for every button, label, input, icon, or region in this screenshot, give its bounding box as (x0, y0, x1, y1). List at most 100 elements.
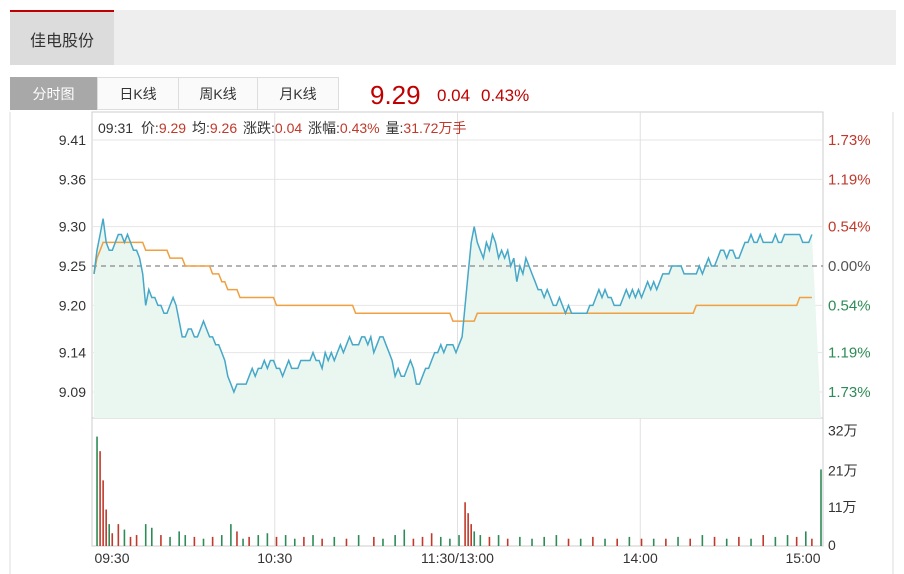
volume-bar (738, 536, 740, 546)
volume-bar (604, 538, 606, 546)
y-tick-label: 9.09 (59, 384, 86, 400)
volume-bar (652, 538, 655, 546)
volume-axis-ticks: 32万 21万 11万 0 (828, 422, 858, 553)
y-tick-label: 9.41 (59, 132, 86, 148)
y-axis-right-ticks: 1.73% 1.19% 0.54% 0.00% 0.54% 1.19% 1.73% (828, 132, 871, 401)
x-axis-ticks: 09:30 10:30 11:30/13:00 14:00 15:00 (94, 550, 820, 566)
volume-bar (677, 536, 679, 546)
volume-bar (117, 524, 120, 546)
volume-bar (266, 533, 269, 546)
x-tick-label: 15:00 (785, 550, 820, 566)
volume-bar (473, 531, 476, 546)
volume-bar (804, 531, 807, 546)
volume-bar (470, 524, 472, 546)
y-tick-label: 9.20 (59, 297, 86, 313)
info-vol-label: 量: (386, 120, 404, 136)
y-tick-label: 9.36 (59, 171, 86, 187)
volume-bar (689, 538, 692, 546)
tab-weekly-k-label: 周K线 (199, 85, 237, 102)
volume-bar (321, 538, 323, 546)
y-right-tick-label: 0.54% (828, 297, 871, 314)
y-right-tick-label: 1.73% (828, 384, 871, 401)
info-avg-label: 均: (192, 120, 210, 136)
volume-tick-label: 11万 (828, 499, 857, 515)
tab-intraday-label: 分时图 (32, 85, 75, 102)
volume-bar (284, 535, 287, 546)
volume-bar (202, 538, 205, 546)
volume-bar (193, 536, 196, 546)
info-pct: 0.43% (340, 120, 380, 136)
volume-bar (665, 538, 667, 546)
volume-bar (701, 535, 704, 546)
volume-bar (555, 535, 558, 546)
quote-price: 9.29 (370, 80, 421, 110)
volume-bar (567, 538, 570, 546)
y-axis-left-ticks: 9.41 9.36 9.30 9.25 9.20 9.14 9.09 (59, 132, 86, 400)
info-bar: 09:31 价:9.29 均:9.26 涨跌:0.04 涨幅:0.43% 量:3… (98, 120, 466, 136)
volume-bar (725, 538, 728, 546)
volume-bar (293, 538, 296, 546)
volume-bar (531, 538, 533, 546)
volume-bar (333, 536, 336, 546)
volume-bar (102, 480, 104, 546)
tab-weekly-k[interactable]: 周K线 (178, 77, 258, 110)
volume-bar (820, 469, 822, 546)
volume-bar (96, 436, 98, 546)
volume-bar (439, 536, 442, 546)
info-avg: 9.26 (210, 120, 237, 136)
avg-price-line (93, 241, 812, 322)
volume-bar (592, 536, 594, 546)
volume-bar (108, 524, 111, 546)
volume-bar (135, 535, 138, 546)
y-right-tick-label: 1.19% (828, 345, 871, 362)
tab-monthly-k-label: 月K线 (279, 85, 317, 102)
volume-bar (144, 524, 147, 546)
tab-intraday[interactable]: 分时图 (10, 77, 97, 110)
volume-bar (467, 513, 469, 546)
volume-bar (497, 535, 500, 546)
volume-bar (750, 538, 752, 546)
info-price-label: 价: (141, 120, 159, 136)
volume-bar (479, 535, 482, 546)
y-right-tick-label: 1.73% (828, 132, 871, 149)
volume-bar (543, 536, 545, 546)
volume-bar (628, 536, 631, 546)
y-right-tick-label: 0.54% (828, 219, 871, 236)
volume-bar (811, 538, 813, 546)
x-tick-label: 14:00 (623, 550, 658, 566)
volume-bar (762, 535, 765, 546)
info-change-label: 涨跌: (243, 120, 275, 136)
volume-bar (412, 538, 415, 546)
volume-tick-label: 21万 (828, 462, 858, 478)
volume-bar (123, 529, 126, 546)
volume-bar (236, 531, 238, 546)
volume-bar (640, 538, 643, 546)
volume-bar (345, 538, 348, 546)
volume-bar (160, 535, 162, 546)
volume-bar (111, 533, 114, 546)
y-right-tick-label: 0.00% (828, 258, 871, 275)
volume-bar (248, 536, 250, 546)
tab-monthly-k[interactable]: 月K线 (257, 77, 339, 110)
y-tick-label: 9.14 (59, 345, 86, 361)
volume-bar (394, 535, 396, 546)
volume-bar (211, 536, 214, 546)
quote-change: 0.04 (437, 86, 471, 105)
quote-change-pct: 0.43% (481, 86, 530, 105)
volume-bar (786, 535, 789, 546)
volume-bar (579, 538, 582, 546)
volume-bar (220, 535, 223, 546)
volume-bar (430, 533, 433, 546)
x-tick-label: 10:30 (257, 550, 292, 566)
y-tick-label: 9.25 (59, 258, 86, 274)
price-line (93, 218, 813, 395)
stock-name: 佳电股份 (29, 32, 94, 50)
volume-bar (488, 536, 491, 546)
volume-bar (357, 535, 360, 546)
volume-bar (464, 502, 466, 546)
volume-bar (373, 536, 375, 546)
info-pct-label: 涨幅: (308, 120, 340, 136)
x-tick-label: 11:30/13:00 (421, 550, 494, 566)
stock-name-tab[interactable]: 佳电股份 (10, 10, 114, 65)
